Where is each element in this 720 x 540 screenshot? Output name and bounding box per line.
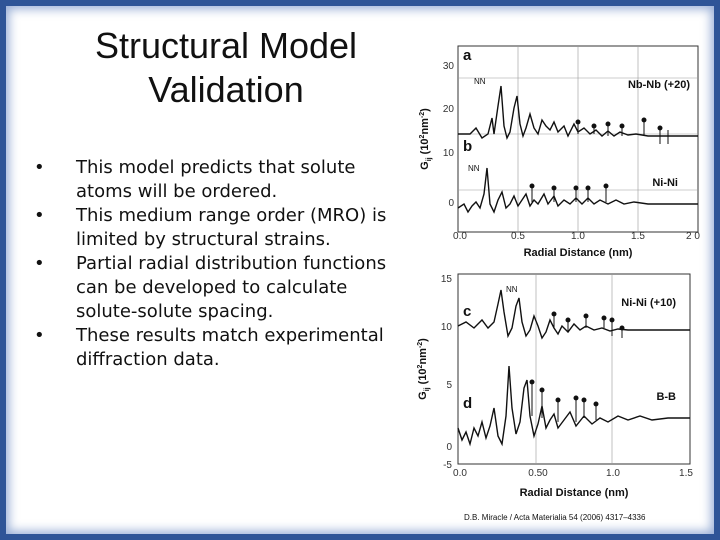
curve-a	[458, 85, 698, 141]
top-ytick: 0	[448, 198, 454, 209]
panel-c-label: c	[463, 303, 471, 320]
top-xtick: 0.5	[511, 231, 525, 242]
bullet-text: Partial radial distribution functions ca…	[76, 253, 387, 322]
bottom-xtick: 0.50	[528, 468, 548, 479]
curve-b-peak-markers	[529, 183, 609, 202]
bullet-text: These results match experimental diffrac…	[76, 325, 384, 370]
bottom-plot-frame	[457, 273, 691, 465]
bullet-symbol: •	[34, 205, 45, 226]
bottom-xtick: 0.0	[453, 468, 467, 479]
bottom-xtick: 1.0	[606, 468, 620, 479]
top-ylabel: Gij (102nm-2)	[419, 108, 433, 170]
bottom-ytick: 5	[446, 380, 452, 391]
curve-c	[457, 289, 690, 340]
top-xlabel: Radial Distance (nm)	[524, 247, 633, 259]
top-ytick: 10	[443, 148, 455, 159]
bullet-item: • Partial radial distribution functions c…	[32, 252, 392, 324]
top-xtick: 0.0	[453, 231, 467, 242]
panel-d-label: d	[463, 395, 472, 412]
curve-a-peak-markers	[575, 117, 669, 144]
panel-a-label: a	[463, 47, 472, 64]
title-line-2: Validation	[148, 69, 304, 110]
top-figure: 30 20 10 0 0.0 0.5 1.0 1.5 2 0 Radial Di…	[419, 45, 700, 259]
bullet-item: • These results match experimental diffra…	[32, 324, 392, 372]
bottom-ytick: 15	[441, 274, 453, 285]
bullet-symbol: •	[34, 253, 45, 274]
bullet-text: This model predicts that solute atoms wi…	[76, 157, 356, 202]
bottom-ytick: 0	[446, 442, 452, 453]
bottom-ytick: -5	[443, 460, 452, 471]
bullet-symbol: •	[34, 325, 45, 346]
bottom-ylabel: Gij (102nm-2)	[417, 338, 431, 400]
bottom-figure: 15 10 5 0 -5 0.0 0.50 1.0 1.5 Radial Dis…	[417, 273, 693, 499]
panel-b-label: b	[463, 138, 472, 155]
nn-label-a: NN	[474, 77, 486, 86]
curve-c-peak-markers	[551, 311, 625, 338]
top-xtick: 1.5	[631, 231, 645, 242]
curve-d-peak-markers	[529, 379, 599, 422]
bottom-xlabel: Radial Distance (nm)	[520, 487, 629, 499]
bullet-symbol: •	[34, 157, 45, 178]
bottom-xtick: 1.5	[679, 468, 693, 479]
curve-a-name: Nb-Nb (+20)	[628, 79, 690, 91]
bullet-list: • This model predicts that solute atoms w…	[32, 156, 392, 372]
curve-b	[457, 167, 698, 214]
slide-title: Structural Model Validation	[46, 24, 406, 112]
top-ytick: 20	[443, 104, 455, 115]
nn-label-c: NN	[506, 285, 518, 294]
bottom-gridlines	[535, 274, 613, 464]
curve-b-name: Ni-Ni	[652, 177, 678, 189]
bullet-item: • This model predicts that solute atoms w…	[32, 156, 392, 204]
nn-label-b: NN	[468, 164, 480, 173]
curve-d	[457, 365, 690, 447]
curve-c-name: Ni-Ni (+10)	[621, 297, 676, 309]
bottom-ytick: 10	[441, 322, 453, 333]
top-xtick: 1.0	[571, 231, 585, 242]
bullet-text: This medium range order (MRO) is limited…	[76, 205, 387, 250]
rdf-figure-svg: 30 20 10 0 0.0 0.5 1.0 1.5 2 0 Radial Di…	[417, 45, 700, 499]
citation: D.B. Miracle / Acta Materialia 54 (2006)…	[464, 513, 646, 522]
curve-d-name: B-B	[656, 391, 676, 403]
top-xtick: 2 0	[686, 231, 700, 242]
top-gridlines	[458, 46, 698, 232]
rdf-figure: 30 20 10 0 0.0 0.5 1.0 1.5 2 0 Radial Di…	[408, 36, 714, 526]
top-ytick: 30	[443, 61, 455, 72]
title-line-1: Structural Model	[94, 25, 358, 66]
bullet-item: • This medium range order (MRO) is limite…	[32, 204, 392, 252]
